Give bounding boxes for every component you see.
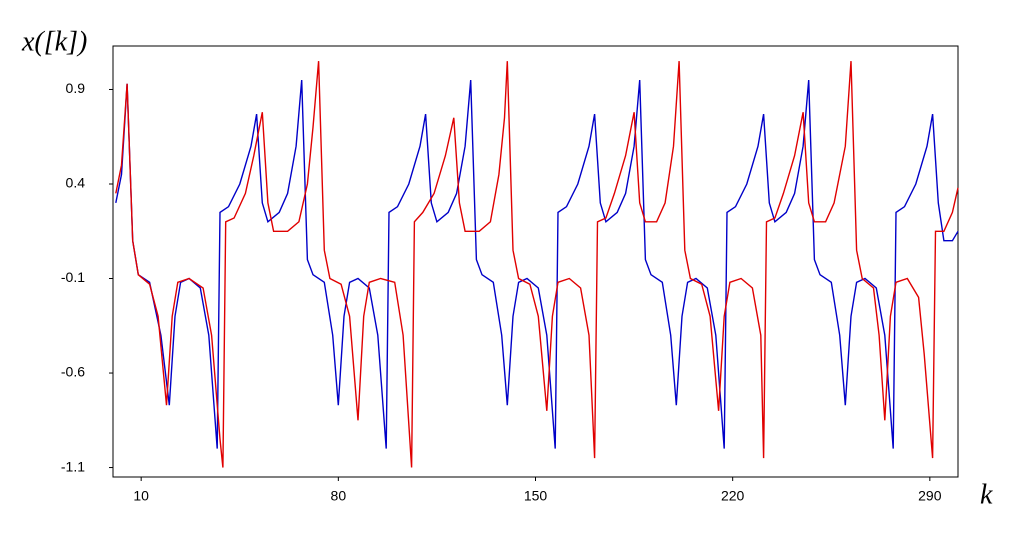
- x-tick-label: 290: [918, 488, 942, 504]
- x-tick-label: 80: [331, 488, 347, 504]
- y-axis-label: x([k]): [21, 26, 87, 57]
- y-tick-label: 0.9: [66, 80, 86, 96]
- y-tick-label: 0.4: [66, 175, 86, 191]
- plot-frame: [112, 45, 959, 478]
- y-tick-label: -0.6: [61, 364, 85, 380]
- y-tick-label: -1.1: [61, 458, 85, 474]
- series-line: [115, 61, 959, 468]
- x-tick-label: 10: [133, 488, 149, 504]
- y-tick-label: -0.1: [61, 269, 85, 285]
- x-axis-label: k: [980, 479, 993, 510]
- x-tick-label: 220: [721, 488, 745, 504]
- series-line: [115, 79, 959, 449]
- x-tick-label: 150: [524, 488, 548, 504]
